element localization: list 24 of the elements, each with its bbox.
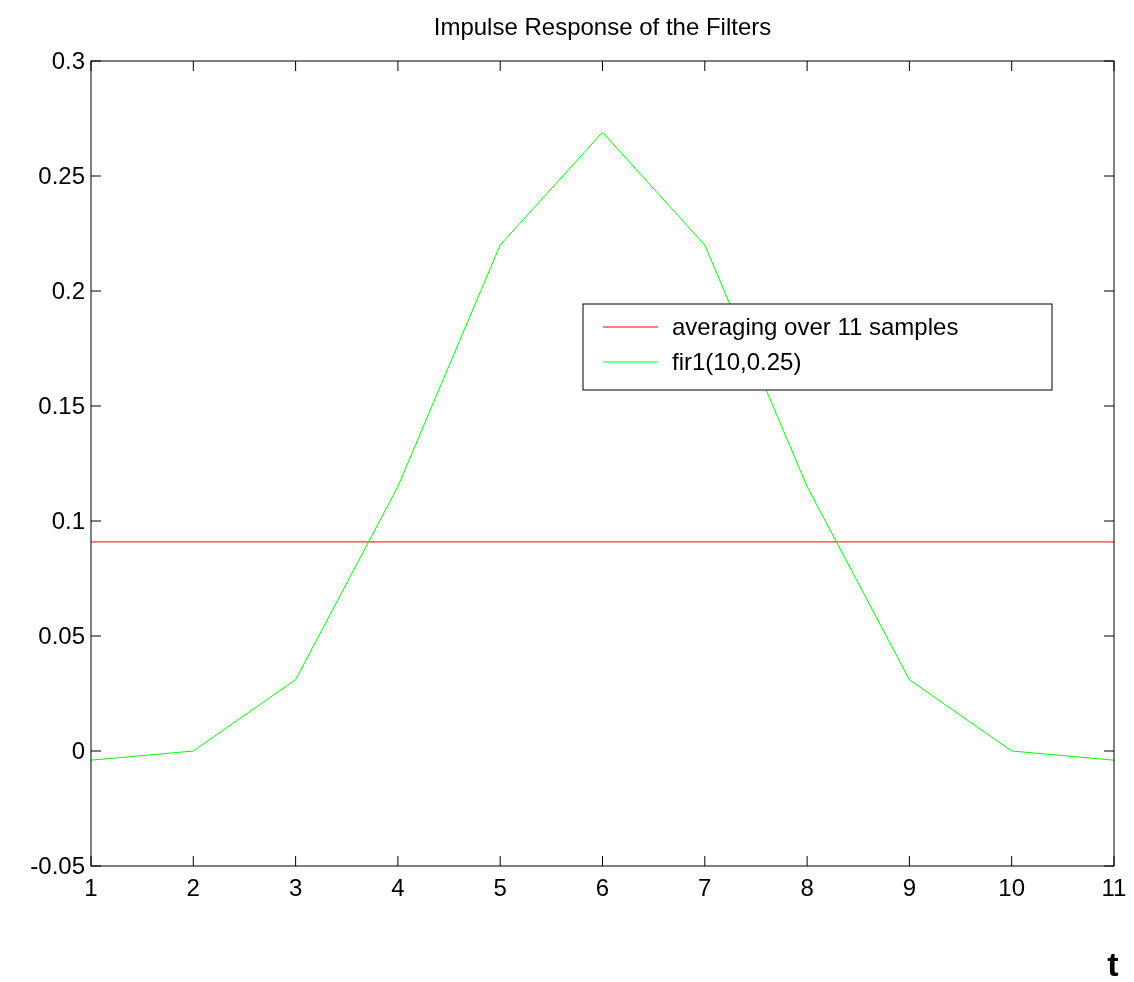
x-tick-label: 4	[391, 874, 405, 901]
y-tick-label: 0.3	[51, 47, 85, 74]
legend-label: averaging over 11 samples	[672, 313, 959, 340]
x-tick-label: 11	[1101, 874, 1127, 901]
x-tick-label: 5	[493, 874, 507, 901]
y-tick-label: 0.05	[38, 622, 85, 649]
line-series	[90, 131, 1115, 761]
y-tick-label: 0	[71, 737, 85, 764]
y-tick-label: 0.1	[51, 507, 85, 534]
y-tick-label: 0.25	[38, 162, 85, 189]
x-tick-label: 9	[902, 874, 917, 901]
legend-label: fir1(10,0.25)	[672, 348, 802, 375]
x-tick-label: 1	[84, 874, 98, 901]
x-axis-title: t	[1107, 945, 1119, 982]
y-tick-label: 0.2	[51, 277, 85, 304]
x-tick-label: 3	[288, 874, 303, 901]
chart-title: Impulse Response of the Filters	[433, 13, 772, 40]
y-tick-label: -0.05	[30, 852, 85, 879]
y-tick-label: 0.15	[38, 392, 85, 419]
x-tick-label: 6	[595, 874, 610, 901]
x-tick-label: 8	[800, 874, 814, 901]
x-tick-label: 7	[698, 874, 712, 901]
x-tick-label: 10	[998, 874, 1026, 901]
x-tick-label: 2	[186, 874, 200, 901]
